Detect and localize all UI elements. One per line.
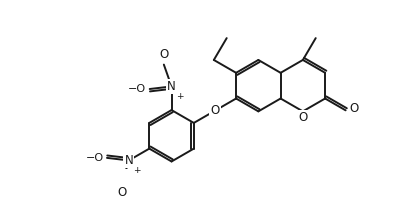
Text: −O: −O xyxy=(128,84,146,94)
Text: −O: −O xyxy=(85,153,103,163)
Text: O: O xyxy=(298,111,308,124)
Text: O: O xyxy=(118,186,127,197)
Text: O: O xyxy=(159,48,168,61)
Text: N: N xyxy=(167,80,176,93)
Text: +: + xyxy=(176,92,183,101)
Text: N: N xyxy=(124,154,133,167)
Text: O: O xyxy=(349,102,358,115)
Text: O: O xyxy=(211,104,220,117)
Text: +: + xyxy=(133,166,141,175)
